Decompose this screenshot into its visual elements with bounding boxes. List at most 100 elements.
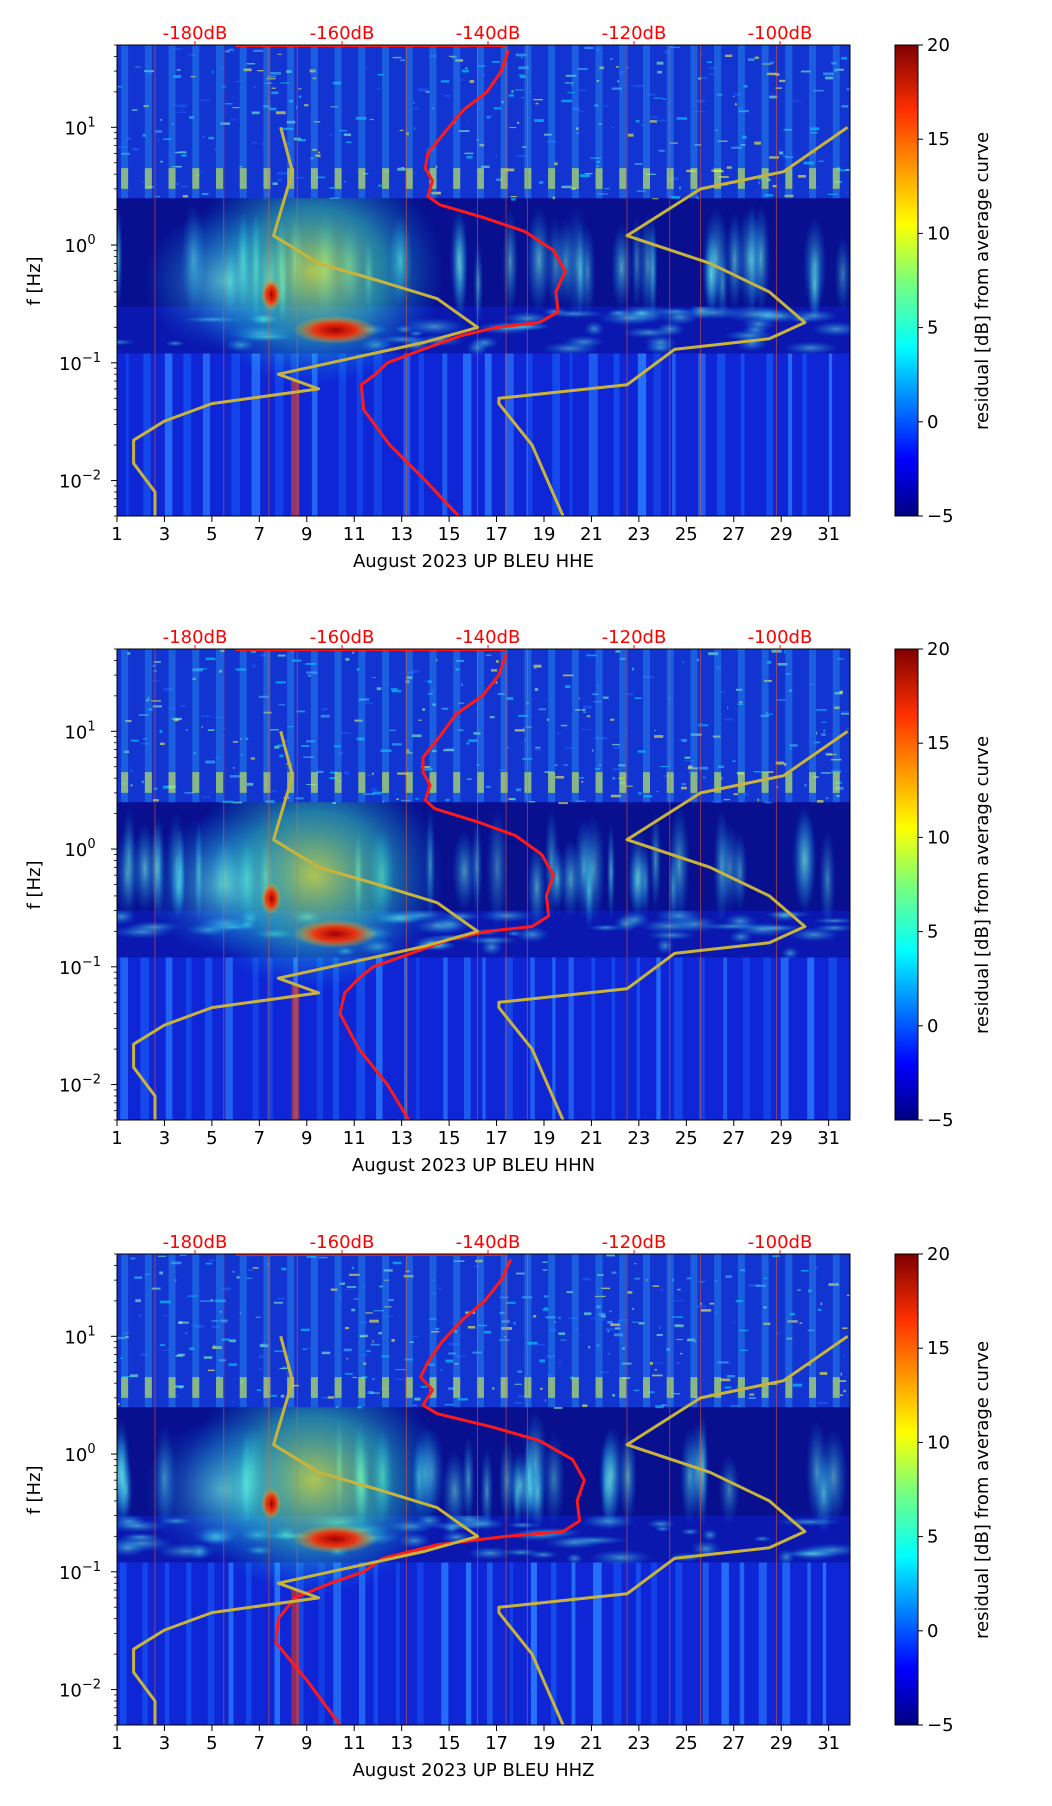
daily-band-hot bbox=[642, 772, 650, 793]
stripe bbox=[509, 1562, 514, 1725]
daily-band bbox=[761, 45, 769, 199]
x-tick-label: 19 bbox=[533, 1733, 556, 1754]
noise-speck bbox=[313, 121, 321, 123]
daily-band-hot bbox=[121, 1377, 129, 1398]
noise-speck bbox=[212, 70, 214, 74]
stripe bbox=[443, 957, 448, 1120]
noise-speck bbox=[340, 732, 351, 734]
noise-speck bbox=[171, 1261, 182, 1265]
noise-speck bbox=[461, 69, 469, 73]
noise-speck bbox=[575, 127, 579, 131]
y-tick-label: 10−1 bbox=[59, 955, 101, 979]
noise-speck bbox=[232, 1401, 234, 1404]
stripe bbox=[275, 353, 284, 516]
noise-speck bbox=[700, 1302, 702, 1305]
daily-band bbox=[690, 1254, 698, 1408]
noise-speck bbox=[521, 56, 523, 60]
noise-speck bbox=[718, 176, 729, 178]
daily-band bbox=[785, 649, 793, 803]
noise-speck bbox=[143, 105, 149, 108]
daily-band bbox=[358, 1254, 366, 1408]
plume bbox=[601, 1430, 619, 1533]
noise-speck bbox=[770, 61, 775, 64]
noise-speck bbox=[119, 1357, 123, 1360]
x-tick-label: 17 bbox=[485, 524, 508, 545]
daily-band-hot bbox=[405, 772, 413, 793]
noise-speck bbox=[583, 705, 592, 709]
noise-speck bbox=[547, 1373, 552, 1376]
noise-speck bbox=[277, 1297, 285, 1300]
colorbar-tick-label: 5 bbox=[927, 318, 938, 339]
stripe bbox=[571, 1562, 576, 1725]
noise-speck bbox=[536, 1343, 546, 1346]
noise-speck bbox=[511, 90, 514, 93]
noise-speck bbox=[582, 1404, 588, 1408]
noise-speck bbox=[200, 99, 210, 102]
noise-speck bbox=[152, 664, 156, 667]
noise-speck bbox=[413, 1404, 417, 1407]
noise-speck bbox=[679, 1352, 683, 1355]
noise-speck bbox=[379, 1285, 384, 1288]
daily-band-hot bbox=[737, 168, 745, 189]
noise-speck bbox=[813, 89, 824, 92]
noise-speck bbox=[151, 700, 162, 702]
db-tick-label: -100dB bbox=[748, 23, 813, 44]
noise-speck bbox=[485, 785, 491, 788]
stripe bbox=[723, 957, 728, 1120]
noise-speck bbox=[448, 1387, 455, 1390]
noise-speck bbox=[763, 1322, 771, 1326]
noise-speck bbox=[123, 750, 130, 754]
noise-speck bbox=[643, 795, 653, 798]
stripe bbox=[403, 957, 408, 1120]
noise-speck bbox=[654, 729, 656, 732]
noise-speck bbox=[264, 197, 266, 200]
noise-speck bbox=[526, 726, 532, 728]
noise-speck bbox=[677, 1362, 679, 1364]
noise-speck bbox=[757, 177, 764, 180]
daily-band bbox=[310, 1254, 318, 1408]
noise-speck bbox=[737, 703, 744, 706]
noise-speck bbox=[413, 107, 419, 110]
noise-speck bbox=[392, 1261, 402, 1265]
x-tick-label: 13 bbox=[390, 1128, 413, 1149]
noise-speck bbox=[282, 739, 289, 743]
noise-speck bbox=[221, 1287, 231, 1291]
noise-speck bbox=[682, 661, 685, 663]
noise-speck bbox=[146, 699, 150, 702]
noise-speck bbox=[766, 72, 778, 76]
daily-band-hot bbox=[785, 772, 793, 793]
noise-speck bbox=[274, 745, 280, 749]
noise-speck bbox=[543, 133, 552, 136]
microseism-blob bbox=[565, 1552, 583, 1564]
noise-speck bbox=[625, 728, 627, 731]
daily-band bbox=[785, 45, 793, 199]
noise-speck bbox=[306, 671, 318, 674]
noise-speck bbox=[592, 749, 594, 752]
stripe bbox=[252, 957, 259, 1120]
noise-speck bbox=[343, 1348, 352, 1352]
noise-speck bbox=[797, 1289, 801, 1291]
noise-speck bbox=[276, 744, 285, 747]
noise-speck bbox=[764, 802, 773, 804]
daily-band-hot bbox=[144, 168, 152, 189]
noise-speck bbox=[144, 1273, 150, 1275]
noise-speck bbox=[834, 706, 840, 710]
daily-band-hot bbox=[642, 1377, 650, 1398]
noise-speck bbox=[654, 735, 664, 738]
daily-band-hot bbox=[168, 168, 176, 189]
noise-speck bbox=[821, 721, 827, 723]
daily-band bbox=[548, 1254, 556, 1408]
daily-band-hot bbox=[192, 1377, 200, 1398]
daily-band bbox=[785, 1254, 793, 1408]
daily-band-hot bbox=[595, 168, 603, 189]
noise-speck bbox=[611, 743, 620, 746]
noise-speck bbox=[429, 1318, 437, 1320]
plume bbox=[719, 823, 741, 913]
noise-speck bbox=[726, 166, 732, 169]
noise-speck bbox=[273, 1301, 284, 1304]
stripe bbox=[267, 957, 273, 1120]
noise-speck bbox=[122, 1376, 131, 1378]
noise-speck bbox=[338, 1296, 342, 1299]
